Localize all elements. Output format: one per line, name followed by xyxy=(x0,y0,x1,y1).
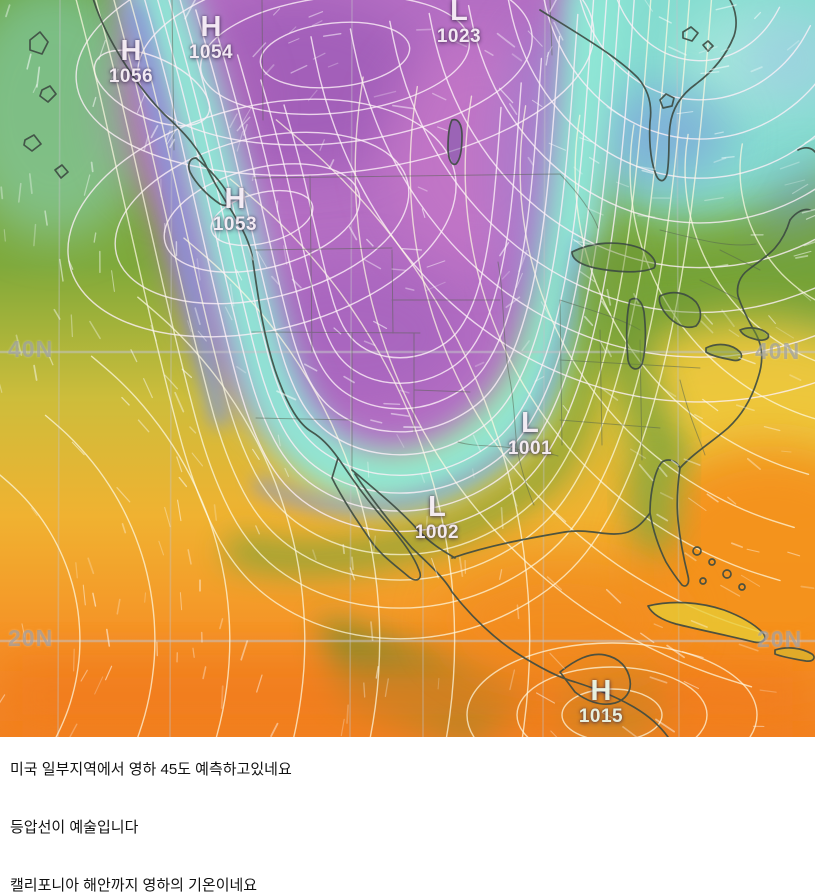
pressure-label-l1023: L 1023 xyxy=(437,0,481,46)
latitude-label-20n-left: 20N xyxy=(8,625,54,651)
pressure-label-l1002: L 1002 xyxy=(414,491,460,543)
pressure-value: 1002 xyxy=(414,521,460,543)
low-pressure-symbol: L xyxy=(521,407,539,439)
pressure-label-h1015: H 1015 xyxy=(578,675,624,727)
pressure-label-l1001: L 1001 xyxy=(507,407,553,459)
low-pressure-symbol: L xyxy=(428,491,446,523)
latitude-label-20n-right: 20N xyxy=(757,626,803,652)
pressure-value: 1053 xyxy=(212,213,258,235)
pressure-label-h1053: H 1053 xyxy=(212,183,258,235)
pressure-label-h1056: H 1056 xyxy=(108,35,154,87)
comment-line-3: 캘리포니아 해안까지 영하의 기온이네요 xyxy=(10,877,258,894)
pressure-value: 1054 xyxy=(188,41,234,63)
latitude-label-40n-left: 40N xyxy=(8,336,54,362)
low-pressure-symbol: L xyxy=(450,0,468,27)
pressure-value: 1056 xyxy=(108,65,154,87)
weather-map-canvas xyxy=(0,0,815,737)
latitude-label-40n-right: 40N xyxy=(755,338,801,364)
comment-line-1: 미국 일부지역에서 영하 45도 예측하고있네요 xyxy=(10,761,292,778)
high-pressure-symbol: H xyxy=(120,35,142,67)
coastlines-and-borders xyxy=(23,0,815,737)
pressure-value: 1023 xyxy=(436,25,482,47)
comment-line-2: 등압선이 예술입니다 xyxy=(10,819,139,836)
post-comments: 미국 일부지역에서 영하 45도 예측하고있네요 등압선이 예술입니다 캘리포니… xyxy=(0,737,815,895)
weather-map: H 1056 H 1054 L 1023 H 1053 L 1001 L 100… xyxy=(0,0,815,737)
wind-streamlines xyxy=(0,0,815,737)
pressure-value: 1015 xyxy=(578,705,624,727)
high-pressure-symbol: H xyxy=(590,675,612,707)
pressure-label-h1054: H 1054 xyxy=(188,11,234,63)
high-pressure-symbol: H xyxy=(200,11,222,43)
isobar-lines xyxy=(0,0,815,737)
high-pressure-symbol: H xyxy=(224,183,246,215)
pressure-value: 1001 xyxy=(507,437,553,459)
